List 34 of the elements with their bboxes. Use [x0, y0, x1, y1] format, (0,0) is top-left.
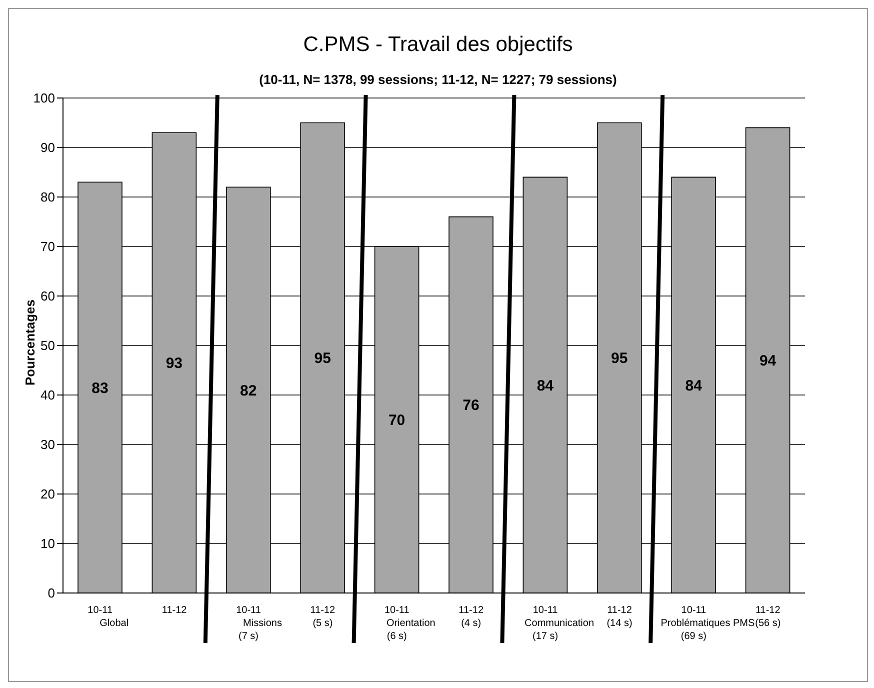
y-tick-label: 80	[40, 190, 55, 205]
data-label: 93	[166, 355, 183, 372]
x-tick-label: 10-11 Problématiques PMS (69 s)	[660, 605, 755, 642]
data-label: 95	[611, 350, 628, 368]
data-label: 94	[759, 352, 777, 370]
y-tick-label: 90	[40, 140, 55, 156]
y-tick-label: 40	[40, 388, 55, 403]
chart-subtitle: (10-11, N= 1378, 99 sessions; 11-12, N= 1227; 79 sessions)	[258, 72, 618, 87]
x-tick-label: 11-12 (5 s)	[310, 605, 336, 629]
y-tick-label: 30	[40, 437, 55, 452]
data-label: 84	[685, 377, 703, 394]
x-tick-label: 11-12	[162, 605, 188, 616]
data-label: 70	[388, 412, 406, 430]
data-label: 95	[314, 350, 331, 368]
y-tick-label: 60	[40, 288, 55, 304]
data-label: 83	[92, 380, 108, 397]
chart-title: C.PMS - Travail des objectifs	[302, 33, 574, 57]
y-tick-label: 10	[40, 536, 55, 552]
x-tick-label: 10-11 Global	[88, 605, 129, 629]
y-tick-label: 0	[48, 586, 55, 601]
data-label: 84	[536, 377, 554, 394]
data-label: 82	[240, 382, 257, 400]
x-tick-label: 11-12 (4 s)	[458, 605, 484, 629]
x-tick-label: 10-11 Communication (17 s)	[524, 605, 594, 642]
y-axis-title: Pourcentages	[22, 300, 38, 386]
y-tick-label: 50	[40, 338, 55, 354]
x-tick-label: 10-11 Missions (7 s)	[236, 605, 282, 642]
y-tick-label: 20	[40, 486, 55, 502]
y-tick-label: 70	[40, 239, 55, 254]
x-tick-label: 11-12 (14 s)	[606, 605, 632, 629]
x-tick-label: 10-11 Orientation (6 s)	[384, 605, 436, 642]
x-tick-label: 11-12 (56 s)	[755, 605, 781, 629]
data-label: 76	[462, 397, 480, 414]
y-tick-label: 100	[33, 90, 55, 106]
